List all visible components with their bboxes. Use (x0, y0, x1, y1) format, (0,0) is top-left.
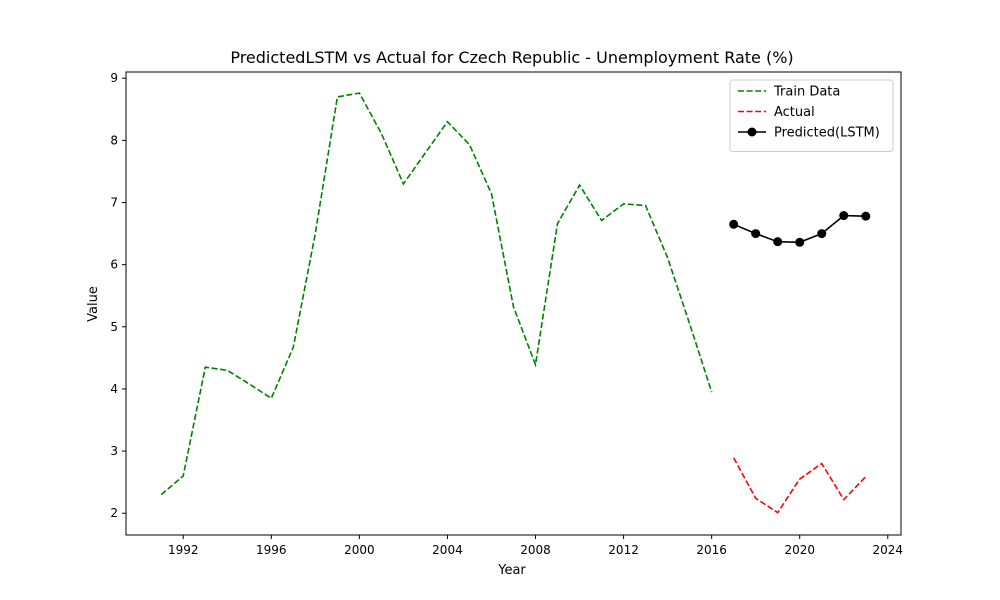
legend-label-actual: Actual (774, 105, 815, 120)
data-point-predicted-lstm (861, 211, 871, 221)
y-axis-label: Value (86, 286, 101, 322)
x-axis: 1992 1996 2000 2004 2008 2012 2016 2020 2024 (168, 535, 903, 557)
y-tick-label: 6 (110, 258, 118, 272)
x-tick-label: 2004 (432, 543, 463, 557)
y-tick-label: 7 (110, 196, 118, 210)
y-tick-label: 3 (110, 444, 118, 458)
x-tick-label: 1992 (168, 543, 199, 557)
data-point-predicted-lstm (773, 237, 783, 247)
y-axis: 2 3 4 5 6 7 8 9 (110, 71, 126, 520)
legend-label-predicted-lstm: Predicted(LSTM) (774, 126, 880, 141)
chart-title: PredictedLSTM vs Actual for Czech Republ… (230, 48, 793, 67)
y-tick-label: 4 (110, 382, 118, 396)
data-point-predicted-lstm (839, 211, 849, 221)
x-tick-label: 2012 (608, 543, 639, 557)
x-tick-label: 2016 (696, 543, 727, 557)
data-point-predicted-lstm (795, 237, 805, 247)
x-tick-label: 2008 (520, 543, 551, 557)
series-line-actual (732, 457, 867, 514)
x-tick-label: 2000 (344, 543, 375, 557)
x-tick-label: 2020 (784, 543, 815, 557)
series-line-train-data (160, 92, 713, 496)
x-axis-label: Year (497, 563, 526, 578)
legend-box (729, 79, 894, 152)
data-point-predicted-lstm (751, 229, 761, 239)
y-tick-label: 8 (110, 133, 118, 147)
data-point-predicted-lstm (817, 229, 827, 239)
legend-label-train-data: Train Data (773, 85, 840, 100)
y-tick-label: 2 (110, 506, 118, 520)
data-point-predicted-lstm (729, 219, 739, 229)
plot-area (160, 92, 871, 514)
y-tick-label: 5 (110, 320, 118, 334)
axes-frame (125, 71, 902, 536)
x-tick-label: 1996 (256, 543, 287, 557)
x-tick-label: 2024 (873, 543, 904, 557)
legend-marker-predicted-lstm (747, 127, 757, 137)
y-tick-label: 9 (110, 71, 118, 85)
legend: Train Data Actual Predicted(LSTM) (729, 79, 894, 152)
